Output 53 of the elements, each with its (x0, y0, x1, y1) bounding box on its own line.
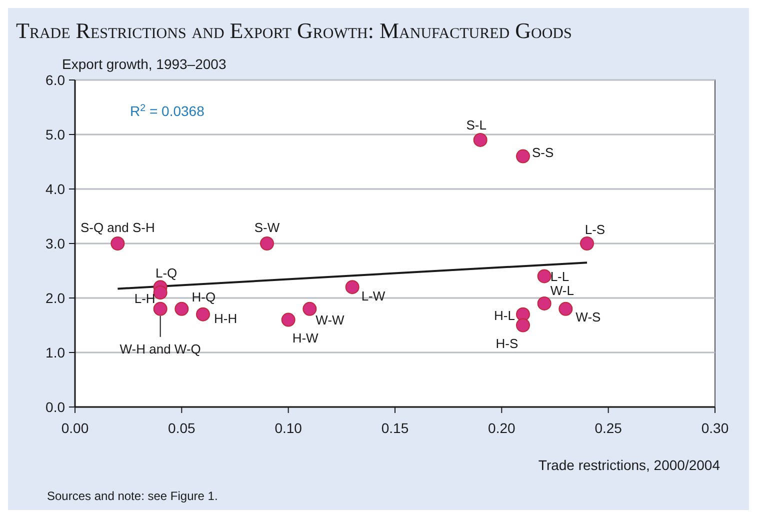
annotation: L-W (361, 288, 386, 304)
annotation: S-S (532, 144, 554, 160)
annotation: S-Q and S-H (80, 220, 155, 236)
point (558, 302, 573, 316)
annotation: H-S (496, 336, 519, 351)
point (260, 236, 274, 250)
y-tick-label: 0.0 (46, 398, 66, 415)
point (302, 302, 317, 316)
point (516, 149, 530, 164)
annotation: H-W (292, 330, 320, 346)
x-tick-label: 0.20 (488, 420, 516, 436)
point (153, 302, 168, 316)
x-tick-label: 0.05 (168, 420, 196, 436)
y-axis-title: Export growth, 1993–2003 (62, 56, 226, 72)
annotation: S-L (466, 118, 486, 132)
point (174, 302, 189, 316)
chart-title: Trade Restrictions and Export Growth: Manufactured Goods (16, 18, 572, 43)
annotation: R$^{2}$ = 0.0368 (130, 102, 205, 119)
x-tick-label: 0.10 (274, 420, 302, 436)
y-tick-label: 4.0 (46, 180, 66, 197)
annotation: H-L (494, 308, 515, 323)
point (537, 296, 552, 310)
annotation: W-H and W-Q (120, 341, 201, 356)
point (196, 307, 210, 322)
y-tick-label: 3.0 (46, 235, 66, 252)
point (580, 236, 594, 250)
point (473, 132, 488, 147)
y-tick-label: 6.0 (46, 72, 66, 88)
x-tick-label: 0.00 (61, 420, 89, 436)
point (537, 269, 552, 284)
y-tick-label: 1.0 (46, 344, 66, 360)
point (153, 286, 168, 300)
annotation: H-H (214, 310, 238, 326)
x-tick-label: 0.25 (594, 420, 622, 436)
point (281, 312, 296, 327)
annotation: L-L (550, 268, 570, 284)
annotation: W-W (316, 312, 346, 328)
annotation: L-S (584, 222, 606, 238)
source-note: Sources and note: see Figure 1. (47, 489, 218, 503)
annotation: W-L (550, 283, 574, 298)
x-tick-label: 0.15 (381, 420, 409, 436)
x-tick-label: 0.30 (701, 420, 729, 436)
y-tick-label: 2.0 (46, 290, 66, 306)
point (110, 236, 125, 250)
x-axis-title: Trade restrictions, 2000/2004 (538, 457, 720, 473)
annotation: S-W (254, 220, 280, 236)
point (516, 318, 530, 332)
annotation: L-H (134, 291, 156, 306)
y-tick-label: 5.0 (46, 126, 66, 142)
point (345, 280, 360, 294)
annotation: L-Q (155, 266, 178, 281)
annotation: H-Q (192, 289, 216, 304)
annotation: W-S (576, 309, 602, 324)
